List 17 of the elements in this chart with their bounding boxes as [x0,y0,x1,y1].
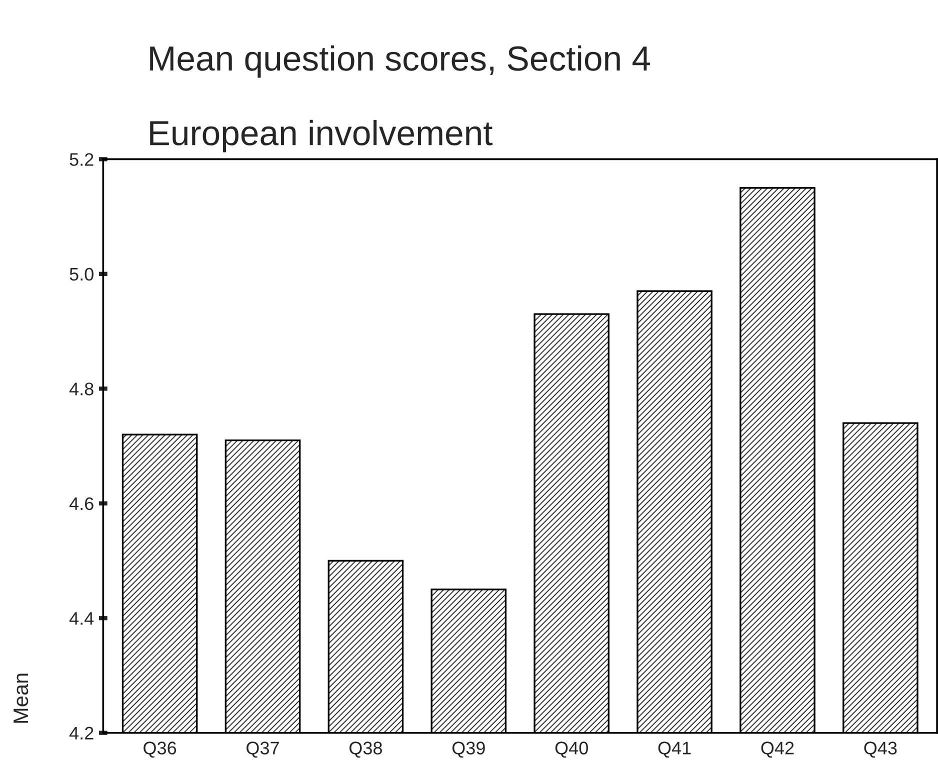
y-tick-label: 5.0 [70,268,94,281]
y-tick-label: 4.4 [69,612,94,625]
x-tick-label: Q41 [658,742,691,758]
x-tick-label: Q38 [349,742,382,758]
x-tick-label: Q42 [761,742,794,758]
x-tick-label: Q36 [144,742,176,758]
x-tick-label: Q43 [864,742,897,758]
y-tick-label: 4.2 [69,726,94,740]
x-tick-label: Q39 [452,742,485,758]
x-tick-label: Q37 [246,742,279,758]
chart-subtitle: European involvement [150,120,493,152]
y-axis-title: Mean [14,674,28,723]
y-tick-label: 4.8 [69,382,94,396]
x-tick-label: Q40 [555,742,588,758]
chart-title: Mean question scores, Section 4 [150,45,650,78]
y-tick-label: 4.6 [69,497,94,510]
y-tick-label: 5.2 [70,153,94,166]
